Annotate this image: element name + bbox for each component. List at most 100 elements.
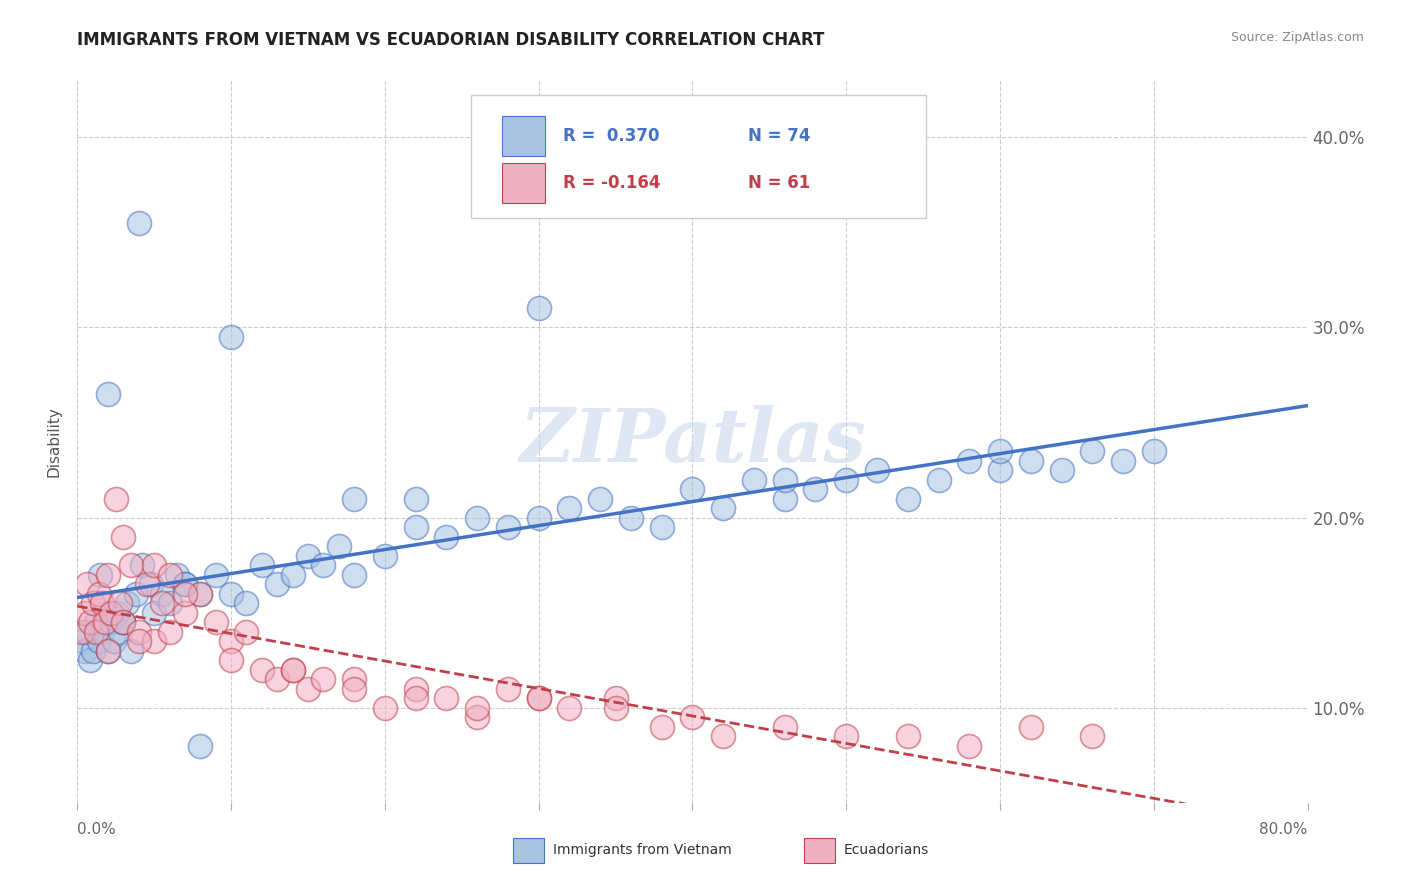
Point [235, 596, 257, 610]
Point [89, 567, 111, 582]
Text: IMMIGRANTS FROM VIETNAM VS ECUADORIAN DISABILITY CORRELATION CHART: IMMIGRANTS FROM VIETNAM VS ECUADORIAN DI… [77, 31, 825, 49]
Point [281, 663, 304, 677]
Point [527, 510, 550, 524]
Point [110, 596, 132, 610]
Point [558, 700, 581, 714]
Point [1019, 720, 1042, 734]
Point [266, 672, 288, 686]
Point [405, 681, 427, 696]
Point [405, 691, 427, 706]
Point [143, 606, 166, 620]
Point [928, 473, 950, 487]
Point [773, 491, 796, 506]
Point [711, 729, 734, 743]
Point [188, 587, 212, 601]
Point [219, 634, 242, 648]
Point [988, 463, 1011, 477]
Text: Ecuadorians: Ecuadorians [844, 843, 929, 857]
Point [605, 700, 627, 714]
Point [1112, 453, 1135, 467]
Text: R = -0.164: R = -0.164 [564, 174, 661, 192]
Point [328, 539, 350, 553]
Point [131, 558, 153, 573]
Point [682, 482, 704, 496]
Point [94, 615, 117, 630]
Point [1081, 729, 1104, 743]
Point [135, 577, 157, 591]
Point [405, 520, 427, 534]
Point [112, 615, 135, 630]
Point [204, 615, 226, 630]
Point [100, 606, 122, 620]
Point [73, 606, 96, 620]
Point [620, 510, 643, 524]
Point [97, 643, 120, 657]
Point [97, 387, 120, 401]
Bar [502, 117, 546, 156]
Point [436, 530, 458, 544]
Point [219, 330, 242, 344]
Text: 0.0%: 0.0% [77, 822, 117, 837]
Point [343, 672, 366, 686]
Text: 80.0%: 80.0% [1260, 822, 1308, 837]
Point [76, 577, 98, 591]
Point [465, 710, 488, 724]
Point [104, 491, 127, 506]
Point [120, 558, 142, 573]
Point [115, 596, 138, 610]
Point [105, 606, 128, 620]
Point [374, 700, 396, 714]
Point [112, 615, 135, 630]
Point [297, 549, 319, 563]
Point [496, 681, 519, 696]
Point [112, 530, 135, 544]
Point [235, 624, 257, 639]
Point [589, 491, 612, 506]
Y-axis label: Disability: Disability [46, 406, 62, 477]
Point [159, 624, 181, 639]
Point [343, 491, 366, 506]
Point [219, 653, 242, 667]
Point [773, 720, 796, 734]
Point [527, 691, 550, 706]
Point [312, 672, 335, 686]
Text: Source: ZipAtlas.com: Source: ZipAtlas.com [1230, 31, 1364, 45]
Point [866, 463, 889, 477]
Point [159, 596, 181, 610]
Point [1081, 444, 1104, 458]
Point [605, 691, 627, 706]
Point [166, 567, 188, 582]
Point [527, 301, 550, 316]
Point [250, 663, 273, 677]
Point [150, 596, 173, 610]
Point [204, 567, 226, 582]
Point [773, 473, 796, 487]
Point [87, 634, 110, 648]
Point [97, 643, 120, 657]
Point [343, 567, 366, 582]
Point [150, 587, 173, 601]
Point [128, 216, 150, 230]
Point [82, 596, 104, 610]
Point [527, 691, 550, 706]
Point [1050, 463, 1073, 477]
Point [174, 587, 197, 601]
Text: R =  0.370: R = 0.370 [564, 127, 659, 145]
Point [266, 577, 288, 591]
Point [897, 491, 920, 506]
Point [120, 643, 142, 657]
Point [281, 663, 304, 677]
Point [465, 510, 488, 524]
Point [141, 577, 163, 591]
Point [84, 624, 107, 639]
Point [250, 558, 273, 573]
Point [90, 596, 114, 610]
Point [742, 473, 765, 487]
Point [174, 606, 197, 620]
Point [188, 587, 212, 601]
Point [1019, 453, 1042, 467]
Point [835, 473, 858, 487]
Point [835, 729, 858, 743]
Point [957, 453, 980, 467]
Bar [502, 163, 546, 203]
